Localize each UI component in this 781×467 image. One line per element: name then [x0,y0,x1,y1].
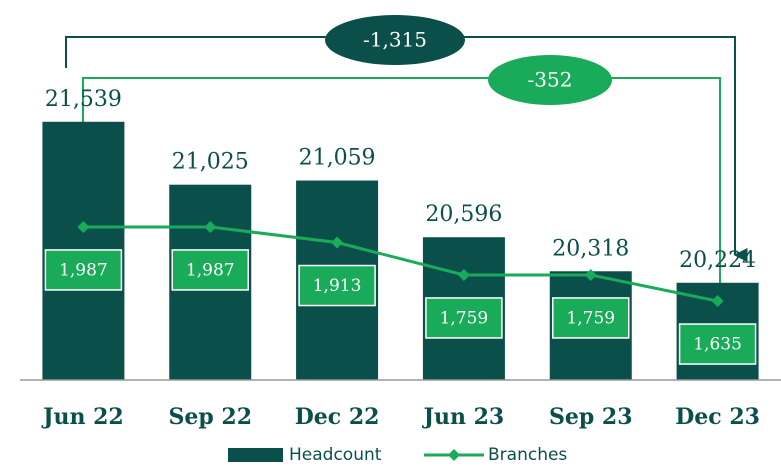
x-tick-label: Jun 23 [422,404,505,430]
x-tick-label: Dec 22 [295,404,380,430]
line [83,225,718,303]
bar-label: 21,059 [299,146,376,171]
label-box [44,249,123,291]
bar-label: 21,025 [172,150,249,175]
label-box [678,323,757,365]
point-label: 1,759 [566,308,615,328]
bar-label: 20,224 [679,248,756,273]
label-box [552,297,630,339]
annotation-bubble [488,55,612,105]
label-box [171,249,249,291]
annotation-bubble [325,15,465,65]
point [204,220,217,233]
bar-label: 20,318 [552,236,629,261]
label-box [425,297,503,339]
bar-label: 21,539 [45,87,122,112]
point [584,268,597,281]
point-label: 1,759 [440,308,489,328]
bar-label: 20,596 [425,202,502,227]
annotation: -1,315 [363,28,427,52]
legend-label: Headcount [289,445,382,465]
point [711,295,724,308]
point-label: 1,913 [313,276,362,296]
point [331,236,344,249]
point [77,220,90,233]
x-tick-label: Jun 22 [41,404,124,430]
point-label: 1,635 [693,335,742,355]
legend-label: Branches [488,445,567,465]
legend-swatch [228,448,283,462]
point-label: 1,987 [186,260,235,280]
legend-swatch [448,449,460,461]
x-tick-label: Sep 23 [549,404,633,430]
connector [65,36,748,262]
x-tick-label: Dec 23 [675,404,760,430]
point [457,268,470,281]
point-label: 1,987 [59,260,108,280]
x-tick-label: Sep 22 [168,404,252,430]
annotation: -352 [528,68,573,92]
label-box [298,264,376,307]
